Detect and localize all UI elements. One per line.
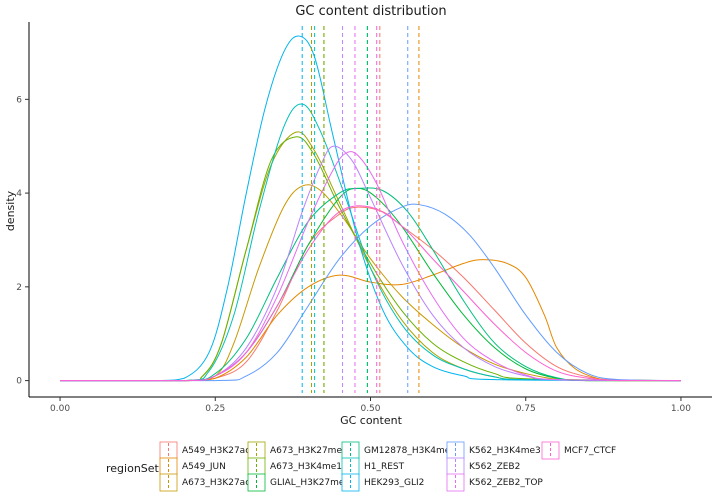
legend-title: regionSet [106,462,160,475]
legend-label: K562_ZEB2 [469,462,520,472]
plot-area [60,26,681,393]
legend-item: A673_H3K27me3 [247,441,348,460]
axes: 0.00 0.25 0.50 0.75 1.00 0 2 4 6 [16,22,712,414]
legend-label: HEK293_GLI2 [364,478,424,488]
y-tick-label: 2 [16,283,22,293]
y-tick-label: 6 [16,95,22,105]
density-line-a673-h3k27ac [60,184,681,382]
density-line-a549-jun [60,259,681,382]
density-line-k562-h3k4me3 [60,203,681,382]
density-line-a549-h3k27ac [60,206,681,382]
y-axis-title: density [4,190,17,231]
x-tick-label: 0.25 [205,404,225,414]
legend-item: H1_REST [341,457,405,476]
density-line-a673-h3k4me1 [60,136,681,382]
legend-item: K562_ZEB2_TOP [446,473,543,492]
legend-label: A549_JUN [182,462,226,472]
legend-item: K562_H3K4me3 [446,441,541,460]
legend-item: A549_H3K27ac [159,441,250,460]
x-tick-label: 0.75 [516,404,536,414]
legend-item: GM12878_H3K4me3 [341,441,456,460]
legend-label: MCF7_CTCF [564,446,616,456]
legend-item: A549_JUN [159,457,226,476]
legend-label: A673_H3K27ac [182,478,250,488]
legend-item: A673_H3K4me1 [247,457,342,476]
legend-label: A549_H3K27ac [182,446,250,456]
density-line-mcf7-ctcf [60,205,681,382]
legend-label: H1_REST [364,462,405,472]
legend-item: HEK293_GLI2 [341,473,424,492]
x-axis-title: GC content [340,414,403,427]
density-line-h1-rest [60,103,681,382]
y-tick-label: 4 [16,189,22,199]
legend-label: K562_H3K4me3 [469,446,541,456]
density-line-k562-zeb2 [60,145,681,382]
x-tick-label: 0.50 [360,404,380,414]
density-line-k562-zeb2-top [60,151,681,382]
x-tick-label: 1.00 [671,404,691,414]
legend-item: A673_H3K27ac [159,473,250,492]
legend-label: A673_H3K27me3 [270,446,348,456]
legend-label: A673_H3K4me1 [270,462,342,472]
chart-title: GC content distribution [295,4,446,19]
density-line-glial-h3k27me3 [60,187,681,382]
y-tick-label: 0 [16,377,22,387]
legend-item: MCF7_CTCF [541,441,616,460]
density-line-a673-h3k27me3 [60,131,681,382]
legend-item: K562_ZEB2 [446,457,520,476]
legend-label: K562_ZEB2_TOP [469,478,543,488]
density-line-gm12878-h3k4me3 [60,187,681,382]
legend-item: GLIAL_H3K27me3 [247,473,350,492]
legend-label: GLIAL_H3K27me3 [270,478,350,488]
legend: regionSet A549_H3K27ac A549_JUN A673_H3K27… [106,441,616,492]
legend-label: GM12878_H3K4me3 [364,446,456,456]
x-tick-label: 0.00 [50,404,70,414]
